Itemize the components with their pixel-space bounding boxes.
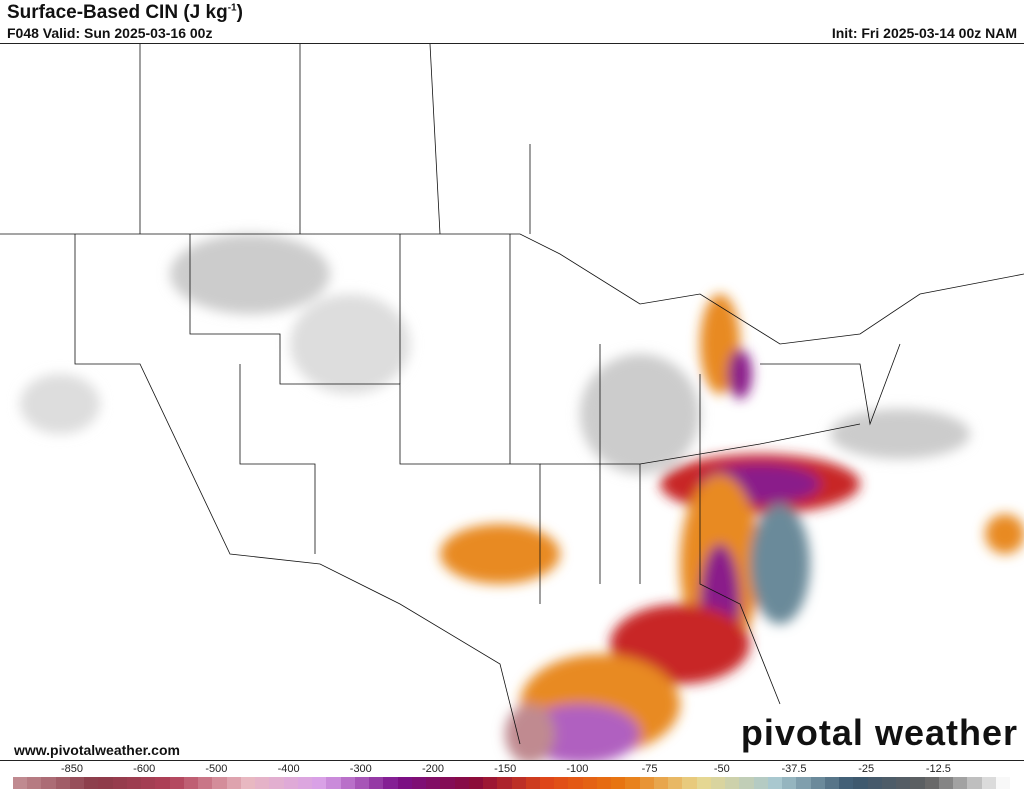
boundaries bbox=[0, 43, 1024, 745]
colorbar-swatch bbox=[312, 777, 327, 789]
colorbar-swatch bbox=[283, 777, 299, 789]
colorbar-swatch bbox=[326, 777, 342, 789]
colorbar-swatch bbox=[426, 777, 441, 789]
colorbar-tick-label: -500 bbox=[205, 763, 228, 775]
colorbar-swatch bbox=[967, 777, 982, 789]
colorbar-swatch bbox=[995, 777, 1011, 789]
colorbar-swatch bbox=[226, 777, 242, 789]
colorbar-swatch bbox=[782, 777, 797, 789]
valid-time: F048 Valid: Sun 2025-03-16 00z bbox=[7, 25, 213, 41]
colorbar-swatch bbox=[468, 777, 484, 789]
header: Surface-Based CIN (J kg-1) F048 Valid: S… bbox=[0, 0, 1024, 43]
colorbar-swatch bbox=[682, 777, 698, 789]
colorbar-swatch bbox=[240, 777, 256, 789]
colorbar-swatch bbox=[369, 777, 384, 789]
colorbar-swatch bbox=[881, 777, 897, 789]
colorbar-swatch bbox=[269, 777, 285, 789]
colorbar-swatch bbox=[725, 777, 740, 789]
colorbar-swatch bbox=[853, 777, 869, 789]
title-end: ) bbox=[236, 2, 243, 23]
colorbar-swatch bbox=[639, 777, 655, 789]
map-title: Surface-Based CIN (J kg-1) bbox=[7, 2, 243, 24]
colorbar-swatch bbox=[696, 777, 712, 789]
colorbar-swatch bbox=[98, 777, 114, 789]
colorbar-swatch bbox=[383, 777, 399, 789]
colorbar-swatch bbox=[824, 777, 840, 789]
weather-map[interactable] bbox=[0, 43, 1024, 764]
pivotal-weather-logo: pivotal weather bbox=[740, 712, 1018, 753]
colorbar-swatch bbox=[255, 777, 270, 789]
colorbar-swatch bbox=[169, 777, 185, 789]
colorbar-swatch bbox=[525, 777, 541, 789]
colorbar-swatch bbox=[867, 777, 883, 789]
colorbar-swatch bbox=[41, 777, 57, 789]
colorbar-swatch bbox=[483, 777, 498, 789]
colorbar-tick-label: -200 bbox=[421, 763, 445, 775]
colorbar-swatch bbox=[753, 777, 769, 789]
colorbar-swatch bbox=[126, 777, 142, 789]
colorbar-tick-label: -50 bbox=[713, 763, 730, 775]
title-text: Surface-Based CIN (J kg bbox=[7, 2, 228, 23]
colorbar-swatch bbox=[497, 777, 512, 789]
colorbar-swatch bbox=[454, 777, 470, 789]
colorbar-tick-label: -25 bbox=[858, 763, 875, 775]
colorbar-tick-label: -12.5 bbox=[925, 763, 951, 775]
cin-shading bbox=[20, 234, 1024, 764]
colorbar-swatch bbox=[953, 777, 968, 789]
colorbar-swatch bbox=[84, 777, 99, 789]
colorbar-swatch bbox=[141, 777, 156, 789]
title-superscript: -1 bbox=[227, 2, 237, 14]
colorbar-swatch bbox=[568, 777, 584, 789]
colorbar-swatch bbox=[554, 777, 569, 789]
colorbar-tick-label: -400 bbox=[277, 763, 300, 775]
colorbar-swatch bbox=[539, 777, 555, 789]
colorbar-swatch bbox=[896, 777, 911, 789]
colorbar-swatch bbox=[112, 777, 128, 789]
colorbar-swatch bbox=[212, 777, 228, 789]
website-url[interactable]: www.pivotalweather.com bbox=[14, 742, 180, 758]
colorbar-swatch bbox=[582, 777, 598, 789]
colorbar-tick-label: -300 bbox=[349, 763, 372, 775]
colorbar-swatch bbox=[653, 777, 669, 789]
colorbar-tick-label: -150 bbox=[494, 763, 517, 775]
colorbar-swatch bbox=[668, 777, 683, 789]
colorbar-swatch bbox=[69, 777, 85, 789]
colorbar-swatch bbox=[611, 777, 626, 789]
colorbar-swatch bbox=[625, 777, 641, 789]
colorbar-swatch bbox=[938, 777, 954, 789]
colorbar-swatch bbox=[767, 777, 783, 789]
colorbar-swatch bbox=[910, 777, 926, 789]
colorbar-swatch bbox=[198, 777, 213, 789]
colorbar-swatch bbox=[55, 777, 71, 789]
colorbar-swatch bbox=[981, 777, 997, 789]
colorbar-swatch bbox=[810, 777, 826, 789]
colorbar-swatch bbox=[710, 777, 726, 789]
colorbar-swatch bbox=[397, 777, 413, 789]
colorbar-swatch bbox=[13, 777, 28, 789]
colorbar-swatch bbox=[924, 777, 940, 789]
colorbar-swatch bbox=[354, 777, 370, 789]
colorbar-tick-label: -75 bbox=[641, 763, 658, 775]
colorbar-tick-label: -600 bbox=[133, 763, 156, 775]
colorbar-swatch bbox=[27, 777, 42, 789]
colorbar-swatch bbox=[796, 777, 812, 789]
colorbar-swatch bbox=[839, 777, 854, 789]
colorbar-tick-label: -100 bbox=[566, 763, 589, 775]
map-canvas bbox=[0, 43, 1024, 764]
colorbar-legend: -850 -600 -500 -400 -300 -200 -150 -100 -75 -50 -3… bbox=[0, 760, 1024, 792]
colorbar-swatch bbox=[183, 777, 199, 789]
colorbar-swatch bbox=[411, 777, 427, 789]
init-time: Init: Fri 2025-03-14 00z NAM bbox=[831, 25, 1017, 41]
colorbar-swatch bbox=[440, 777, 456, 789]
colorbar-tick-label: -37.5 bbox=[781, 763, 807, 775]
colorbar-swatch bbox=[340, 777, 356, 789]
colorbar-swatch bbox=[297, 777, 313, 789]
colorbar-swatch bbox=[155, 777, 171, 789]
colorbar-swatch bbox=[739, 777, 755, 789]
colorbar-swatch bbox=[511, 777, 527, 789]
colorbar-tick-label: -850 bbox=[60, 763, 84, 775]
colorbar-swatch bbox=[596, 777, 612, 789]
